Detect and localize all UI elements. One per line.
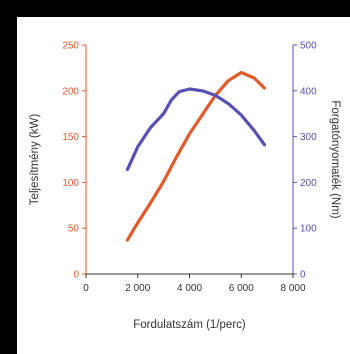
right-y-tick-label: 0 — [300, 270, 306, 281]
left-y-axis-title: Teljesítmény (kW) — [29, 114, 41, 206]
right-y-tick-label: 100 — [300, 224, 317, 235]
x-tick-label: 4 000 — [177, 283, 202, 294]
torque-curve — [127, 89, 264, 170]
left-y-tick-label: 150 — [62, 132, 79, 143]
x-tick-label: 6 000 — [229, 283, 254, 294]
left-y-tick-label: 200 — [62, 86, 79, 97]
x-axis-title: Fordulatszám (1/perc) — [133, 319, 246, 331]
right-y-tick-label: 500 — [300, 41, 317, 52]
right-y-tick-label: 300 — [300, 132, 317, 143]
left-y-tick-label: 250 — [62, 41, 79, 52]
right-y-tick-label: 400 — [300, 86, 317, 97]
chart-axes — [86, 45, 293, 274]
chart-ticks: 0 50 100 150 200 250 0 100 200 300 400 500 0 2 000 4 0… — [62, 41, 317, 295]
x-tick-label: 8 000 — [280, 283, 305, 294]
right-y-tick-label: 200 — [300, 178, 317, 189]
right-y-axis-title: Forgatónyomaték (Nm) — [329, 100, 341, 218]
x-tick-label: 0 — [83, 283, 89, 294]
left-y-tick-label: 50 — [68, 224, 80, 235]
left-y-tick-label: 0 — [73, 270, 79, 281]
left-y-tick-label: 100 — [62, 178, 79, 189]
chart-series — [127, 73, 264, 241]
x-tick-label: 2 000 — [125, 283, 150, 294]
power-curve — [127, 73, 264, 241]
